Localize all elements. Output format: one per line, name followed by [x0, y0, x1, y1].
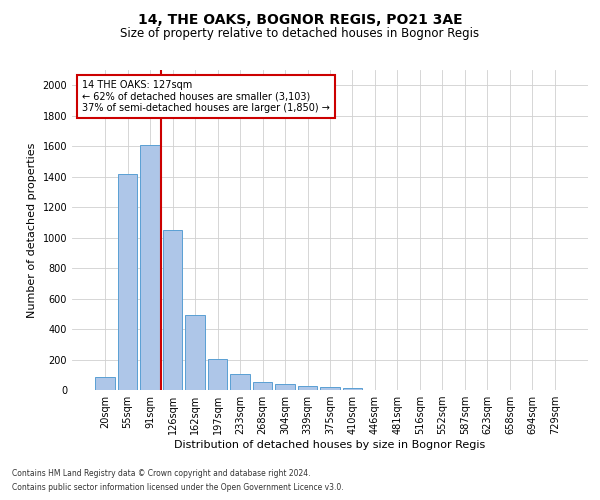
- Bar: [275, 384, 295, 390]
- Text: 14 THE OAKS: 127sqm
← 62% of detached houses are smaller (3,103)
37% of semi-det: 14 THE OAKS: 127sqm ← 62% of detached ho…: [82, 80, 330, 113]
- Bar: [163, 230, 182, 390]
- Bar: [185, 316, 205, 390]
- Bar: [118, 174, 137, 390]
- Bar: [208, 359, 227, 390]
- Bar: [140, 144, 160, 390]
- Bar: [298, 386, 317, 390]
- Text: 14, THE OAKS, BOGNOR REGIS, PO21 3AE: 14, THE OAKS, BOGNOR REGIS, PO21 3AE: [137, 12, 463, 26]
- Text: Size of property relative to detached houses in Bognor Regis: Size of property relative to detached ho…: [121, 28, 479, 40]
- Text: Contains HM Land Registry data © Crown copyright and database right 2024.: Contains HM Land Registry data © Crown c…: [12, 468, 311, 477]
- Y-axis label: Number of detached properties: Number of detached properties: [27, 142, 37, 318]
- Bar: [343, 388, 362, 390]
- X-axis label: Distribution of detached houses by size in Bognor Regis: Distribution of detached houses by size …: [175, 440, 485, 450]
- Bar: [230, 374, 250, 390]
- Bar: [253, 382, 272, 390]
- Bar: [95, 377, 115, 390]
- Bar: [320, 386, 340, 390]
- Text: Contains public sector information licensed under the Open Government Licence v3: Contains public sector information licen…: [12, 484, 344, 492]
